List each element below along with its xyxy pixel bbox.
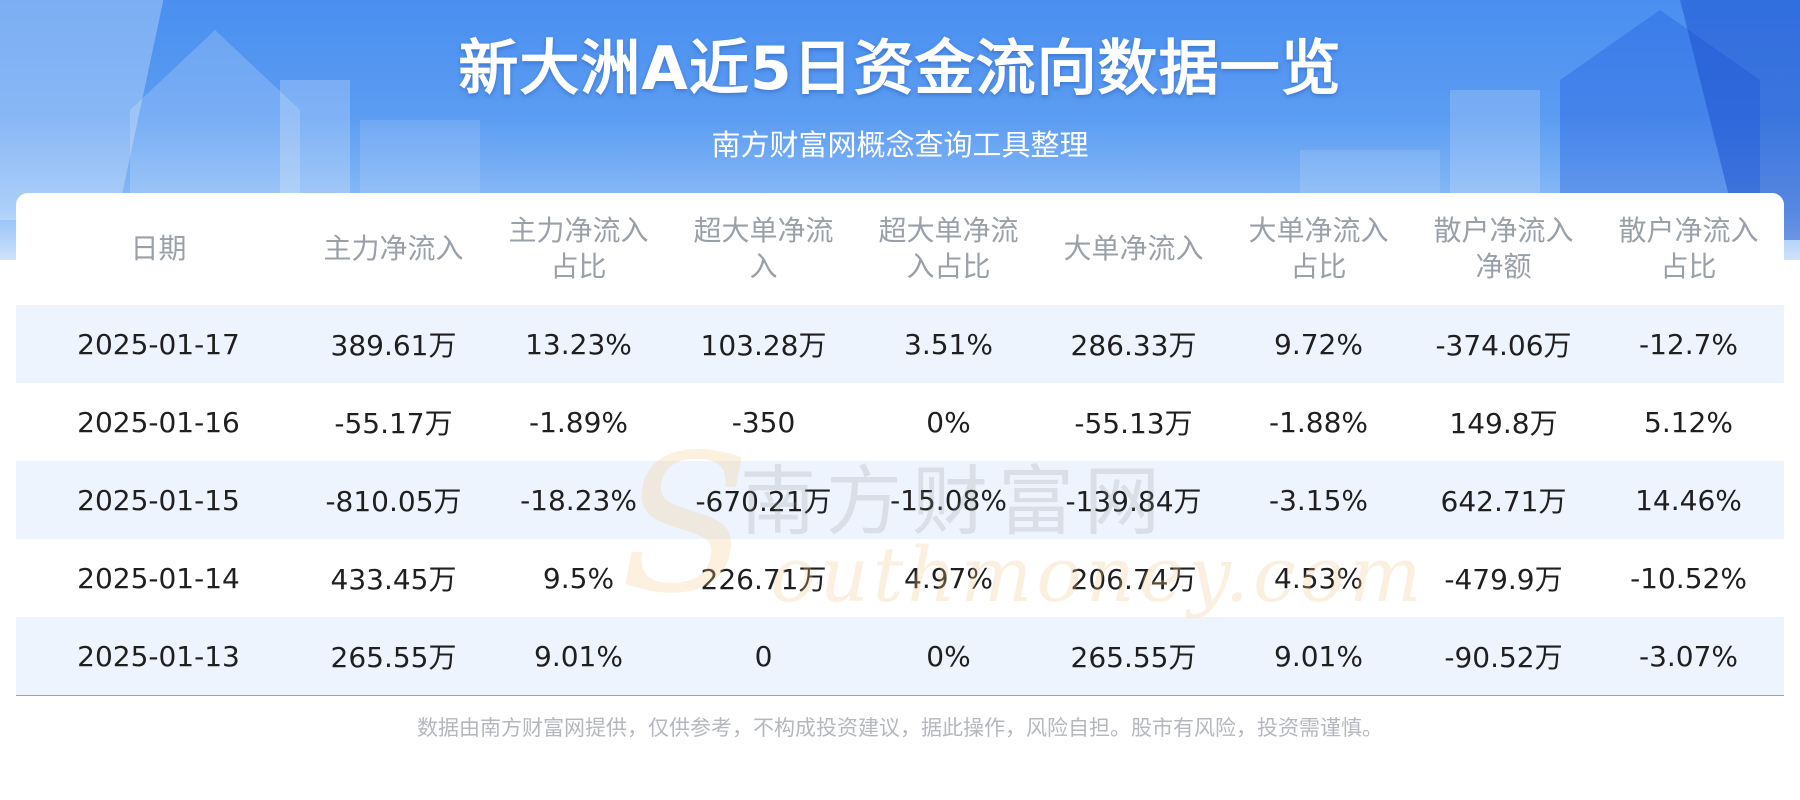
- value-cell: -18.23%: [520, 483, 637, 517]
- value-cell: 9.01%: [1274, 639, 1363, 673]
- value-cell: -479.9万: [1444, 563, 1563, 596]
- value-cell: -12.7%: [1638, 327, 1739, 361]
- column-header-line: 占比: [1290, 250, 1347, 283]
- column-header-line: 主力净流入: [508, 214, 649, 247]
- column-header-line: 散户净流入: [1433, 214, 1574, 247]
- column-header: 散户净流入 占比: [1596, 213, 1781, 285]
- value-cell: 433.45万: [330, 563, 457, 596]
- column-header-line: 超大单净流: [693, 214, 834, 247]
- column-header: 超大单净流 入占比: [856, 213, 1041, 285]
- value-cell: 0: [754, 639, 773, 673]
- column-header-line: 超大单净流: [878, 214, 1019, 247]
- value-cell: 0%: [926, 405, 971, 439]
- column-header-line: 散户净流入: [1618, 214, 1759, 247]
- value-cell: -670.21万: [695, 485, 832, 518]
- date-cell: 2025-01-13: [77, 639, 240, 673]
- value-cell: 149.8万: [1449, 407, 1558, 440]
- value-cell: 4.53%: [1274, 561, 1363, 595]
- table-row: 2025-01-16 -55.17万 -1.89% -350 0% -55.13万 -1.8…: [16, 383, 1784, 461]
- value-cell: 4.97%: [904, 561, 993, 595]
- column-header: 散户净流入 净额: [1411, 213, 1596, 285]
- column-header: 日期: [16, 231, 301, 267]
- header-banner: 新大洲A近5日资金流向数据一览 南方财富网概念查询工具整理: [0, 0, 1800, 260]
- value-cell: 226.71万: [700, 563, 827, 596]
- value-cell: -15.08%: [890, 483, 1007, 517]
- value-cell: -810.05万: [325, 485, 462, 518]
- value-cell: -374.06万: [1435, 329, 1572, 362]
- value-cell: 206.74万: [1070, 563, 1197, 596]
- column-header-line: 入占比: [906, 250, 991, 283]
- value-cell: 14.46%: [1635, 483, 1742, 517]
- value-cell: 13.23%: [525, 327, 632, 361]
- value-cell: 5.12%: [1644, 405, 1733, 439]
- value-cell: 9.01%: [534, 639, 623, 673]
- column-header-line: 占比: [1660, 250, 1717, 283]
- value-cell: 265.55万: [330, 641, 457, 674]
- column-header: 主力净流入: [301, 231, 486, 267]
- column-header-line: 净额: [1475, 250, 1532, 283]
- value-cell: 0%: [926, 639, 971, 673]
- value-cell: -3.07%: [1638, 639, 1739, 673]
- value-cell: -55.17万: [334, 407, 453, 440]
- value-cell: -3.15%: [1268, 483, 1369, 517]
- fund-flow-table: 日期 主力净流入 主力净流入 占比 超大单净流入超大单净流 入占比 大单净流入 大单净流入 占比…: [16, 193, 1784, 696]
- disclaimer-text: 数据由南方财富网提供，仅供参考，不构成投资建议，据此操作，风险自担。股市有风险，…: [417, 716, 1383, 740]
- date-cell: 2025-01-16: [77, 405, 240, 439]
- value-cell: -10.52%: [1630, 561, 1747, 595]
- table-row: 2025-01-17 389.61万 13.23% 103.28万 3.51% 286.3…: [16, 305, 1784, 383]
- column-header-line: 大单净流入: [1063, 232, 1204, 265]
- value-cell: -139.84万: [1065, 485, 1202, 518]
- column-header-line: 主力净流入: [323, 232, 464, 265]
- column-header: 超大单净流入: [671, 213, 856, 285]
- table-row: 2025-01-15 -810.05万 -18.23% -670.21万 -15.08%…: [16, 461, 1784, 539]
- table-body: 2025-01-17 389.61万 13.23% 103.28万 3.51% 286.3…: [16, 305, 1784, 695]
- column-header-line: 日期: [130, 232, 187, 265]
- value-cell: -350: [731, 405, 796, 439]
- page-subtitle: 南方财富网概念查询工具整理: [711, 128, 1089, 162]
- column-header-line: 入: [749, 250, 778, 283]
- table-row: 2025-01-14 433.45万 9.5% 226.71万 4.97% 206.74万…: [16, 539, 1784, 617]
- column-header-line: 占比: [550, 250, 607, 283]
- value-cell: -55.13万: [1074, 407, 1193, 440]
- column-header: 主力净流入 占比: [486, 213, 671, 285]
- value-cell: -90.52万: [1444, 641, 1563, 674]
- value-cell: -1.89%: [528, 405, 629, 439]
- column-header-line: 大单净流入: [1248, 214, 1389, 247]
- column-header: 大单净流入: [1041, 231, 1226, 267]
- value-cell: 286.33万: [1070, 329, 1197, 362]
- column-header: 大单净流入 占比: [1226, 213, 1411, 285]
- value-cell: 389.61万: [330, 329, 457, 362]
- value-cell: 265.55万: [1070, 641, 1197, 674]
- table-header: 日期 主力净流入 主力净流入 占比 超大单净流入超大单净流 入占比 大单净流入 大单净流入 占比…: [16, 193, 1784, 305]
- page-title: 新大洲A近5日资金流向数据一览: [458, 34, 1342, 104]
- date-cell: 2025-01-17: [77, 327, 240, 361]
- value-cell: 3.51%: [904, 327, 993, 361]
- date-cell: 2025-01-15: [77, 483, 240, 517]
- table-row: 2025-01-13 265.55万 9.01% 0 0% 265.55万 9.01% -90…: [16, 617, 1784, 695]
- value-cell: 9.72%: [1274, 327, 1363, 361]
- date-cell: 2025-01-14: [77, 561, 240, 595]
- value-cell: 9.5%: [542, 561, 615, 595]
- value-cell: -1.88%: [1268, 405, 1369, 439]
- value-cell: 103.28万: [700, 329, 827, 362]
- value-cell: 642.71万: [1440, 485, 1567, 518]
